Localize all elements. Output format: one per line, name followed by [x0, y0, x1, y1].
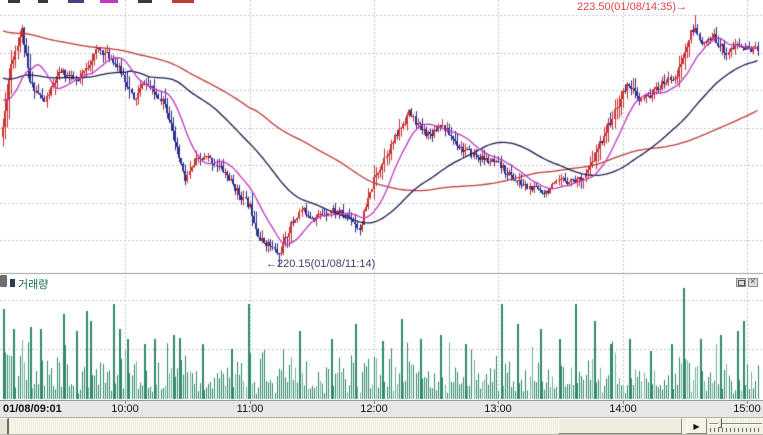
legend-fragment — [100, 0, 118, 3]
arrow-left-icon: ← — [266, 258, 277, 270]
x-axis-tick — [374, 401, 375, 404]
panel-drag-handle[interactable] — [0, 275, 7, 287]
legend-fragment — [8, 0, 20, 3]
x-axis-tick — [623, 401, 624, 404]
x-axis-label: 15:00 — [733, 403, 761, 415]
panel-close-icon[interactable] — [748, 276, 758, 287]
x-axis-label: 13:00 — [484, 403, 512, 415]
x-axis-tick — [250, 401, 251, 404]
panel-restore-icon[interactable] — [736, 278, 746, 287]
horizontal-scrollbar[interactable]: ▶ — [0, 417, 763, 434]
x-axis-label: 11:00 — [236, 403, 264, 415]
zoom-slider-ticks — [710, 428, 762, 432]
volume-bullet-icon — [10, 279, 15, 287]
session-low-text: 220.15(01/08/11:14) — [277, 258, 376, 270]
session-high-text: 223.50(01/08/14:35) — [577, 1, 677, 13]
x-axis-tick — [125, 401, 126, 404]
arrow-right-icon: → — [676, 1, 688, 13]
session-high-annotation: 223.50(01/08/14:35)→ — [577, 1, 687, 13]
zoom-slider-groove — [709, 423, 762, 425]
x-axis-tick — [498, 401, 499, 404]
volume-panel-label: 거래량 — [18, 279, 49, 291]
x-axis-tick — [747, 401, 748, 404]
x-axis-label: 12:00 — [360, 403, 388, 415]
x-axis-label: 10:00 — [111, 403, 139, 415]
zoom-slider-thumb[interactable] — [718, 418, 722, 428]
legend-fragment — [138, 0, 152, 3]
scrollbar-thumb[interactable] — [558, 418, 682, 434]
zoom-slider[interactable] — [708, 418, 763, 434]
scrollbar-right-arrow-icon[interactable]: ▶ — [686, 418, 707, 434]
x-axis: 01/08/09:01 10:00 11:00 12:00 13:00 14:0… — [0, 400, 763, 417]
candlestick-volume-chart-canvas[interactable] — [0, 0, 763, 400]
session-low-annotation: ←220.15(01/08/11:14) — [266, 258, 375, 270]
legend-fragment — [68, 0, 84, 3]
x-axis-label: 14:00 — [609, 403, 637, 415]
scrollbar-left-button[interactable] — [0, 418, 9, 434]
legend-fragment — [38, 0, 48, 3]
legend-fragment — [172, 0, 194, 3]
x-axis-label-start: 01/08/09:01 — [3, 403, 62, 415]
